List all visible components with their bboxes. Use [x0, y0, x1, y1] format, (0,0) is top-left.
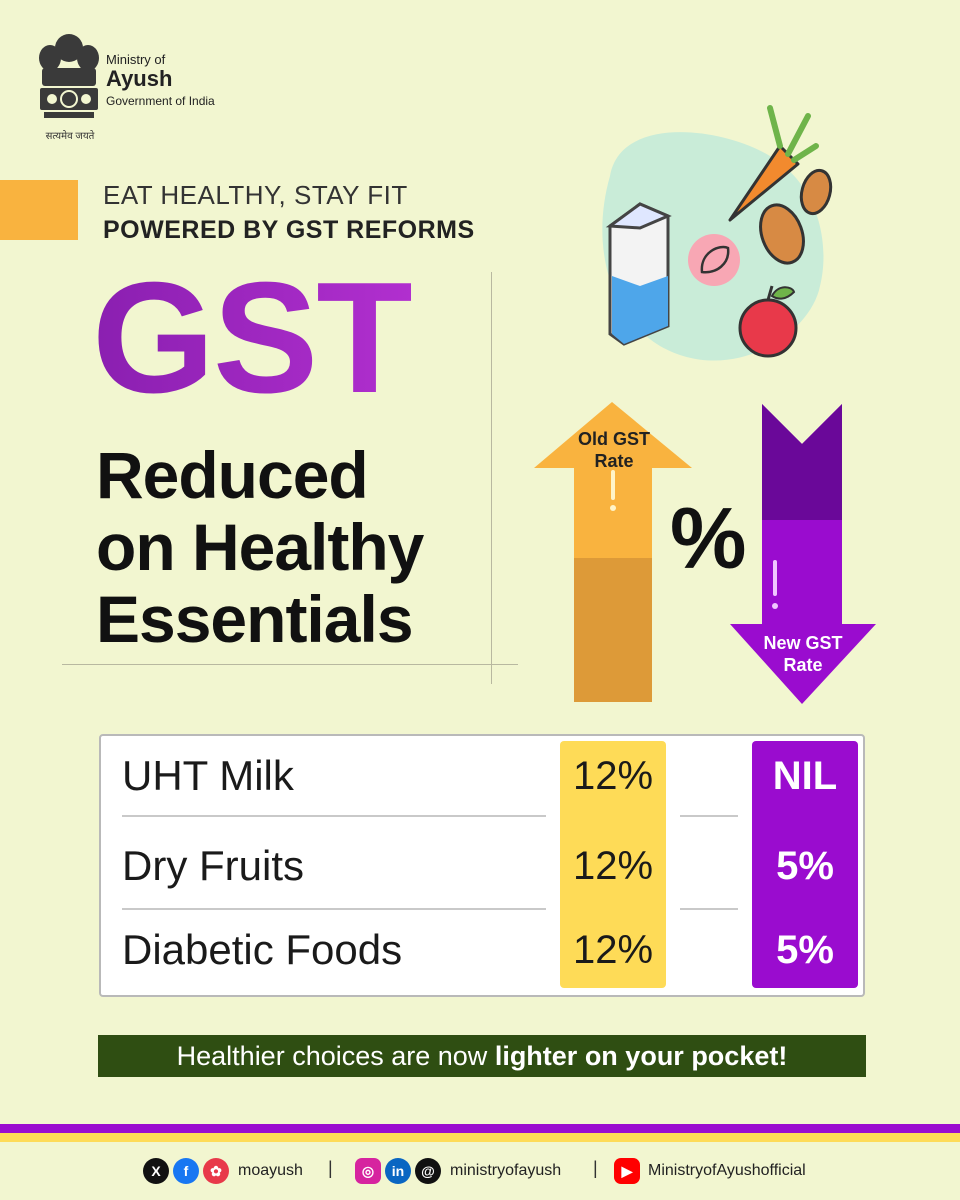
- rates-table: [99, 734, 865, 997]
- old-rate-label-line2: Rate: [594, 451, 634, 471]
- national-emblem-icon: [39, 34, 99, 118]
- table-new-rate: 5%: [776, 928, 834, 972]
- old-rate-column: [560, 741, 666, 988]
- almond-icon: [759, 168, 833, 265]
- headline-line1: Reduced: [96, 438, 369, 512]
- savings-banner: Healthier choices are now lighter on you…: [98, 1035, 866, 1077]
- new-rate-column: [752, 741, 858, 988]
- carrot-icon: [728, 105, 819, 222]
- separator: |: [593, 1158, 598, 1178]
- threads-icon[interactable]: @: [415, 1158, 441, 1184]
- ministry-name: Ayush: [106, 66, 173, 91]
- tagline-accent-bar: [0, 180, 78, 240]
- linkedin-icon[interactable]: in: [385, 1158, 411, 1184]
- new-rate-label-line1: New GST: [763, 633, 843, 653]
- tagline-line2: POWERED BY GST REFORMS: [103, 216, 475, 244]
- rate-arrows: [534, 402, 876, 704]
- old-rate-label: Old GST Rate: [574, 428, 654, 472]
- youtube-icon[interactable]: ▶: [614, 1158, 640, 1184]
- headline-line2: on Healthy: [96, 510, 424, 584]
- table-old-rate: 12%: [572, 844, 654, 888]
- table-row-divider: [680, 815, 738, 817]
- table-item-name: UHT Milk: [122, 752, 294, 799]
- divider-horizontal: [62, 664, 518, 665]
- instagram-icon[interactable]: ◎: [355, 1158, 381, 1184]
- separator: |: [328, 1158, 333, 1178]
- ministry-line: Ministry of: [106, 52, 166, 67]
- healthy-food-illustration: [602, 105, 833, 361]
- motto-text: सत्यमेव जयते: [45, 131, 95, 142]
- footer-stripe-purple: [0, 1124, 960, 1133]
- table-row-divider: [680, 908, 738, 910]
- banner-text-bold: lighter on your pocket!: [494, 1041, 788, 1071]
- milk-carton-icon: [605, 202, 672, 346]
- table-item-name: Dry Fruits: [122, 842, 304, 889]
- table-row-divider: [122, 908, 546, 910]
- apple-icon: [738, 285, 798, 358]
- koo-icon[interactable]: ✿: [203, 1158, 229, 1184]
- new-rate-label-line2: Rate: [783, 655, 823, 675]
- table-new-rate: NIL: [772, 754, 838, 798]
- table-item-name: Diabetic Foods: [122, 926, 403, 973]
- government-line: Government of India: [106, 94, 215, 108]
- headline-line3: Essentials: [96, 582, 414, 656]
- table-new-rate: 5%: [776, 844, 834, 888]
- footer-stripe-yellow: [0, 1133, 960, 1142]
- tagline-line1: EAT HEALTHY, STAY FIT: [103, 180, 408, 210]
- old-rate-label-line1: Old GST: [578, 429, 650, 449]
- x-icon[interactable]: X: [143, 1158, 169, 1184]
- divider-vertical: [491, 272, 492, 684]
- new-rate-label: New GST Rate: [758, 632, 848, 676]
- table-old-rate: 12%: [572, 928, 654, 972]
- leaf-icon: [688, 234, 740, 286]
- social-handle-youtube[interactable]: MinistryofAyushofficial: [648, 1162, 806, 1179]
- old-rate-arrow: [534, 402, 692, 702]
- social-handle-ministryofayush[interactable]: ministryofayush: [450, 1162, 562, 1179]
- table-row-divider: [122, 815, 546, 817]
- headline-gst: GST: [92, 250, 413, 426]
- facebook-icon[interactable]: f: [173, 1158, 199, 1184]
- new-rate-arrow: [730, 404, 876, 704]
- social-handle-moayush[interactable]: moayush: [238, 1162, 303, 1179]
- percent-symbol: %: [670, 491, 747, 587]
- table-old-rate: 12%: [572, 754, 654, 798]
- banner-text-regular: Healthier choices are now: [176, 1041, 495, 1071]
